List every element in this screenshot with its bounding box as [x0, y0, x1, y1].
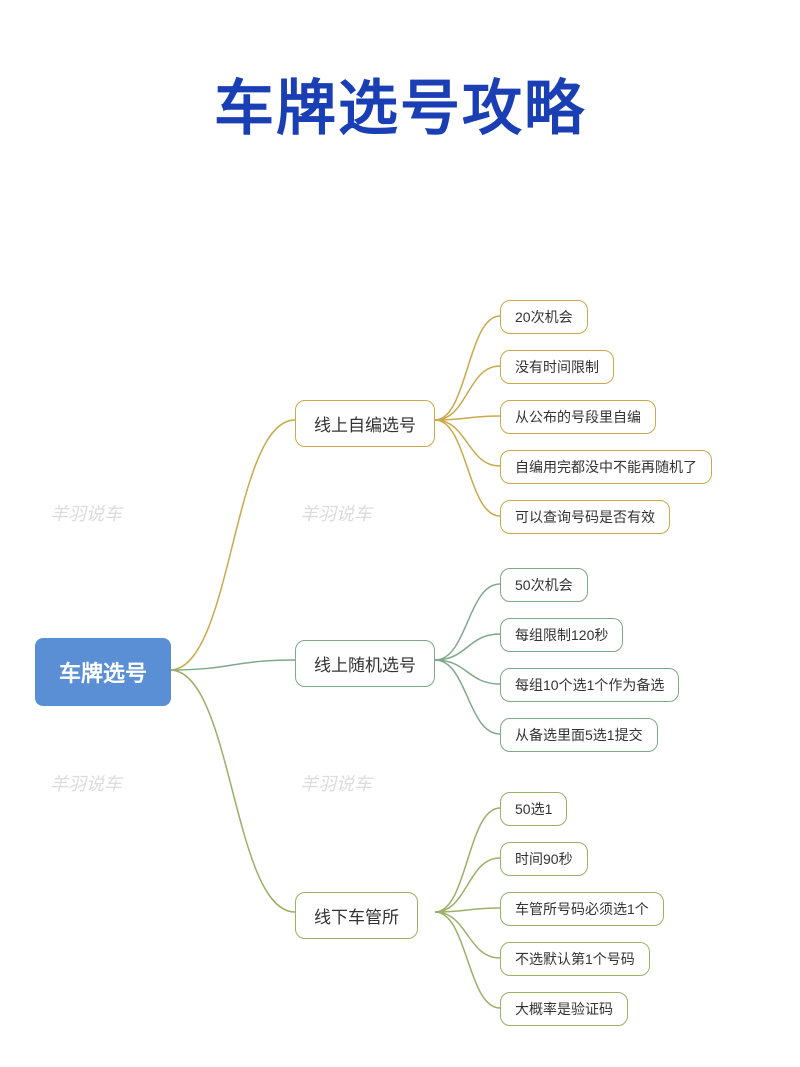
- leaf-node: 50次机会: [500, 568, 588, 602]
- branch-node: 线上随机选号: [295, 640, 435, 687]
- leaf-node: 从备选里面5选1提交: [500, 718, 658, 752]
- leaf-node: 自编用完都没中不能再随机了: [500, 450, 712, 484]
- leaf-node: 每组限制120秒: [500, 618, 623, 652]
- leaf-node: 时间90秒: [500, 842, 588, 876]
- leaf-node: 车管所号码必须选1个: [500, 892, 664, 926]
- page-title: 车牌选号攻略: [0, 0, 800, 147]
- leaf-node: 大概率是验证码: [500, 992, 628, 1026]
- watermark: 羊羽说车: [50, 500, 122, 526]
- leaf-node: 每组10个选1个作为备选: [500, 668, 679, 702]
- watermark: 羊羽说车: [300, 770, 372, 796]
- branch-node: 线下车管所: [295, 892, 418, 939]
- watermark: 羊羽说车: [50, 770, 122, 796]
- branch-node: 线上自编选号: [295, 400, 435, 447]
- leaf-node: 50选1: [500, 792, 567, 826]
- leaf-node: 不选默认第1个号码: [500, 942, 650, 976]
- leaf-node: 从公布的号段里自编: [500, 400, 656, 434]
- leaf-node: 可以查询号码是否有效: [500, 500, 670, 534]
- watermark: 羊羽说车: [300, 500, 372, 526]
- leaf-node: 没有时间限制: [500, 350, 614, 384]
- leaf-node: 20次机会: [500, 300, 588, 334]
- root-node: 车牌选号: [35, 638, 171, 706]
